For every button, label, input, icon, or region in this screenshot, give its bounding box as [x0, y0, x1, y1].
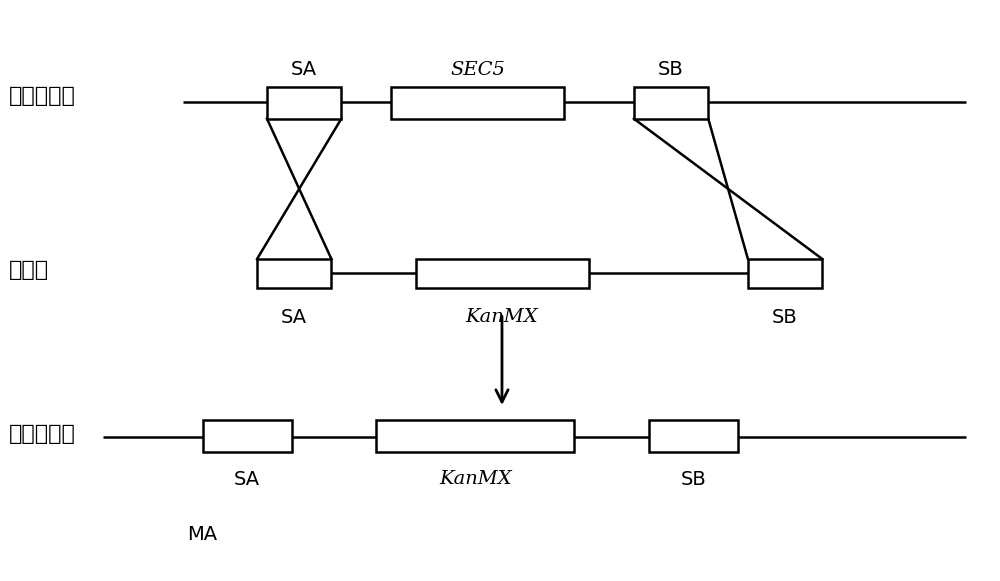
Text: SEC5: SEC5 — [451, 60, 506, 78]
Text: SA: SA — [234, 470, 260, 489]
Bar — [416, 259, 589, 288]
Bar — [376, 421, 574, 452]
Bar — [203, 421, 292, 452]
Text: SB: SB — [772, 308, 797, 327]
Bar — [649, 421, 738, 452]
Text: KanMX: KanMX — [466, 308, 538, 326]
Text: MA: MA — [187, 525, 218, 544]
Bar — [267, 87, 341, 119]
Bar — [391, 87, 564, 119]
Text: 酵母基因组: 酵母基因组 — [9, 86, 76, 106]
Text: SA: SA — [281, 308, 307, 327]
Text: SB: SB — [680, 470, 706, 489]
Bar — [748, 259, 822, 288]
Text: SB: SB — [658, 60, 683, 78]
Text: SA: SA — [291, 60, 317, 78]
Bar — [257, 259, 331, 288]
Bar — [634, 87, 708, 119]
Text: 酵母基因组: 酵母基因组 — [9, 424, 76, 444]
Text: 基因盒: 基因盒 — [9, 260, 49, 281]
Text: KanMX: KanMX — [439, 470, 512, 488]
